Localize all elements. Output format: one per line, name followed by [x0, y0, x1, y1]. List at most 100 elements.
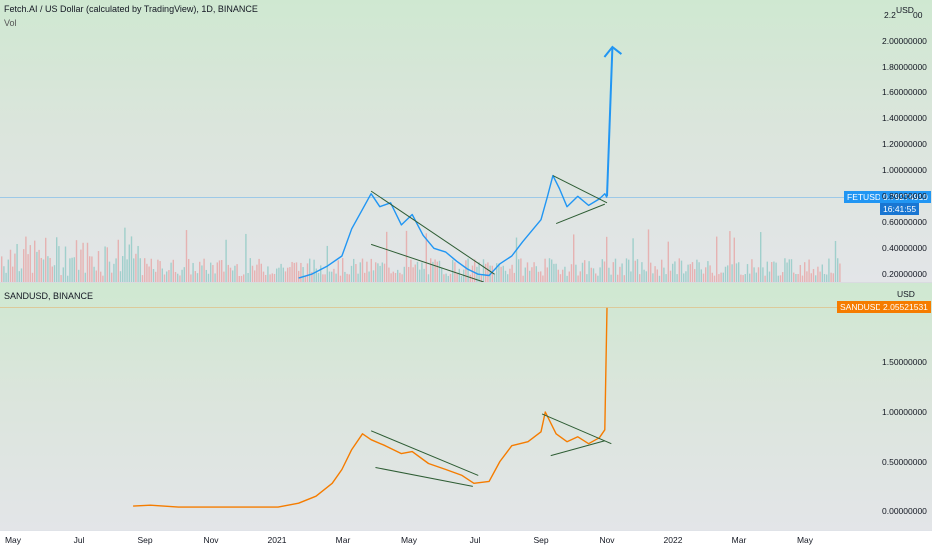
volume-bar [166, 271, 168, 282]
volume-bar [724, 266, 727, 282]
volume-bar [753, 267, 755, 282]
fetusd-trendline[interactable] [555, 203, 606, 225]
volume-bar [597, 275, 599, 282]
sandusd-trendline[interactable] [375, 466, 473, 487]
fetusd-pane[interactable]: Fetch.AI / US Dollar (calculated by Trad… [0, 0, 932, 282]
volume-bar [694, 269, 696, 282]
fetusd-price-tick-label: 1.80000000 [882, 61, 927, 72]
volume-bar [38, 249, 40, 282]
volume-bar [137, 245, 139, 282]
volume-bar [709, 265, 711, 282]
volume-bar [617, 274, 619, 282]
volume-bar [828, 258, 830, 282]
fetusd-trendline[interactable] [370, 243, 484, 282]
volume-bar [751, 259, 753, 282]
volume-bar [174, 271, 177, 282]
volume-bar [401, 274, 403, 282]
volume-bar [247, 272, 249, 282]
volume-bar [434, 259, 436, 282]
volume-bar [320, 265, 322, 282]
volume-bar [317, 272, 320, 282]
volume-bar [203, 258, 205, 282]
sandusd-price-tick-label: 1.50000000 [882, 357, 927, 368]
volume-bar [412, 267, 414, 282]
volume-bar [188, 258, 190, 282]
sandusd-currency-label: USD [897, 289, 915, 299]
volume-bar [364, 272, 366, 282]
volume-bar [790, 259, 793, 282]
volume-bar [469, 274, 471, 282]
volume-bar [115, 258, 117, 282]
volume-bar [390, 273, 392, 282]
volume-bar [496, 263, 498, 282]
volume-bar [135, 253, 137, 282]
sandusd-trendline[interactable] [370, 430, 479, 476]
volume-bar [524, 267, 526, 282]
volume-bar [647, 229, 650, 282]
volume-bar [97, 251, 100, 282]
sandusd-pane[interactable]: SANDUSD, BINANCE USD SANDUSD 2.05521531 … [0, 283, 932, 530]
fetusd-trendline[interactable] [370, 190, 495, 275]
volume-bar [474, 259, 476, 282]
volume-bar [702, 273, 705, 282]
volume-bar [216, 262, 218, 282]
volume-bar [771, 262, 773, 282]
volume-bar [676, 274, 678, 282]
volume-bar [641, 262, 643, 282]
volume-bar [23, 249, 25, 282]
volume-bar [399, 272, 401, 282]
volume-bar [579, 271, 581, 282]
volume-bar [797, 274, 799, 282]
volume-bar [674, 261, 676, 282]
volume-bar [775, 262, 777, 282]
volume-bar [91, 256, 93, 282]
volume-bar [801, 275, 804, 282]
volume-bar [812, 269, 815, 282]
volume-bar [366, 261, 368, 282]
volume-bar [610, 274, 612, 282]
volume-bar [214, 273, 216, 282]
volume-bar [326, 245, 328, 282]
volume-bars [1, 227, 841, 282]
fetusd-price-tick-label: 0.40000000 [882, 243, 927, 254]
volume-bar [832, 273, 834, 282]
volume-bar [826, 274, 828, 282]
volume-bar [476, 266, 478, 282]
sandusd-trendline[interactable] [541, 413, 612, 445]
volume-bar [498, 263, 500, 282]
time-tick-label: May [4, 535, 22, 545]
volume-bar [414, 264, 416, 282]
projection-arrow-line[interactable] [606, 47, 614, 197]
volume-bar [821, 264, 823, 282]
volume-bar [760, 232, 762, 282]
volume-bar [243, 274, 245, 282]
volume-bar [111, 272, 113, 282]
volume-bar [361, 258, 364, 282]
fetusd-trendline[interactable] [552, 175, 608, 204]
volume-bar [282, 267, 284, 282]
volume-bar [548, 258, 551, 282]
fetusd-price-tick-label: 1.20000000 [882, 139, 927, 150]
volume-bar [427, 274, 430, 282]
time-axis[interactable]: May Jul Sep Nov 2021 Mar May Jul Sep Nov 2022 Mar Ma… [0, 530, 932, 551]
pane-separator[interactable] [0, 282, 932, 283]
volume-bar [544, 258, 546, 282]
time-tick-label: May [796, 535, 814, 545]
volume-bar [192, 262, 194, 282]
volume-bar [238, 275, 240, 282]
volume-bar [271, 273, 273, 282]
volume-bar [372, 270, 375, 282]
volume-bar [392, 271, 394, 282]
volume-bar [16, 243, 18, 282]
volume-bar [740, 274, 742, 282]
volume-bar [324, 274, 326, 282]
volume-bar [1, 256, 3, 282]
volume-bar [421, 262, 423, 282]
volume-bar [313, 259, 315, 282]
sandusd-trendline[interactable] [550, 440, 605, 457]
volume-bar [546, 267, 548, 282]
sandusd-price-tick-label: 0.50000000 [882, 456, 927, 467]
volume-bar [731, 264, 733, 282]
volume-bar [782, 272, 784, 282]
volume-bar [333, 268, 335, 282]
